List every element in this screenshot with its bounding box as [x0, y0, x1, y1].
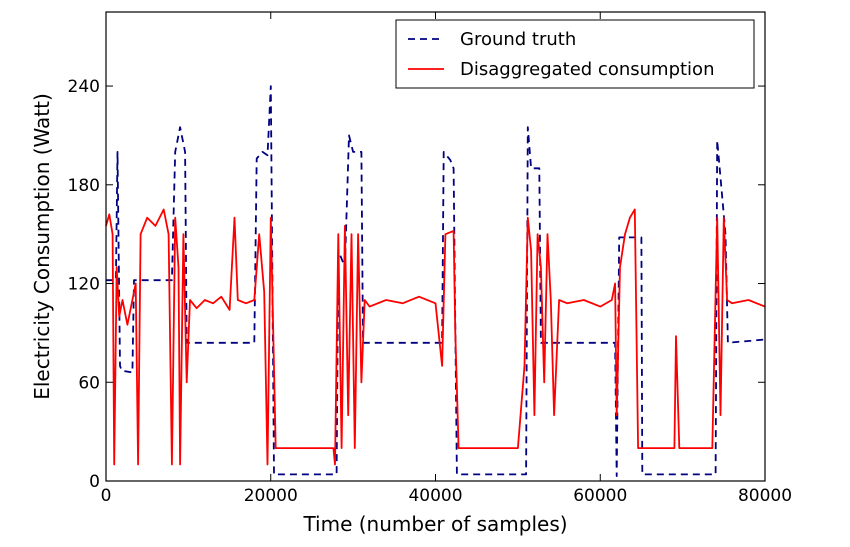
- legend-box: [395, 19, 755, 89]
- x-tick-label: 60000: [573, 486, 627, 506]
- y-axis-label: Electricity Consumption (Watt): [30, 93, 54, 400]
- y-tick-label: 180: [68, 176, 100, 196]
- legend-label: Ground truth: [460, 29, 576, 50]
- y-tick-label: 240: [68, 77, 100, 97]
- series-line-ground-truth: [106, 85, 766, 477]
- ticks-layer: 0 20000 40000 60000 80000 0 60 120 180 240: [68, 12, 792, 506]
- legend-label: Disaggregated consumption: [460, 59, 714, 80]
- series-line-disaggregated: [105, 208, 766, 466]
- y-tick-label: 0: [89, 472, 100, 492]
- y-tick-label: 60: [78, 373, 100, 393]
- x-tick-label: 20000: [244, 486, 298, 506]
- y-tick-label: 120: [68, 275, 100, 295]
- series-layer: [105, 85, 766, 477]
- x-axis-label: Time (number of samples): [302, 512, 567, 536]
- x-tick-label: 0: [101, 486, 112, 506]
- legend: Ground truth Disaggregated consumption: [395, 19, 755, 89]
- x-tick-label: 80000: [738, 486, 792, 506]
- x-tick-label: 40000: [408, 486, 462, 506]
